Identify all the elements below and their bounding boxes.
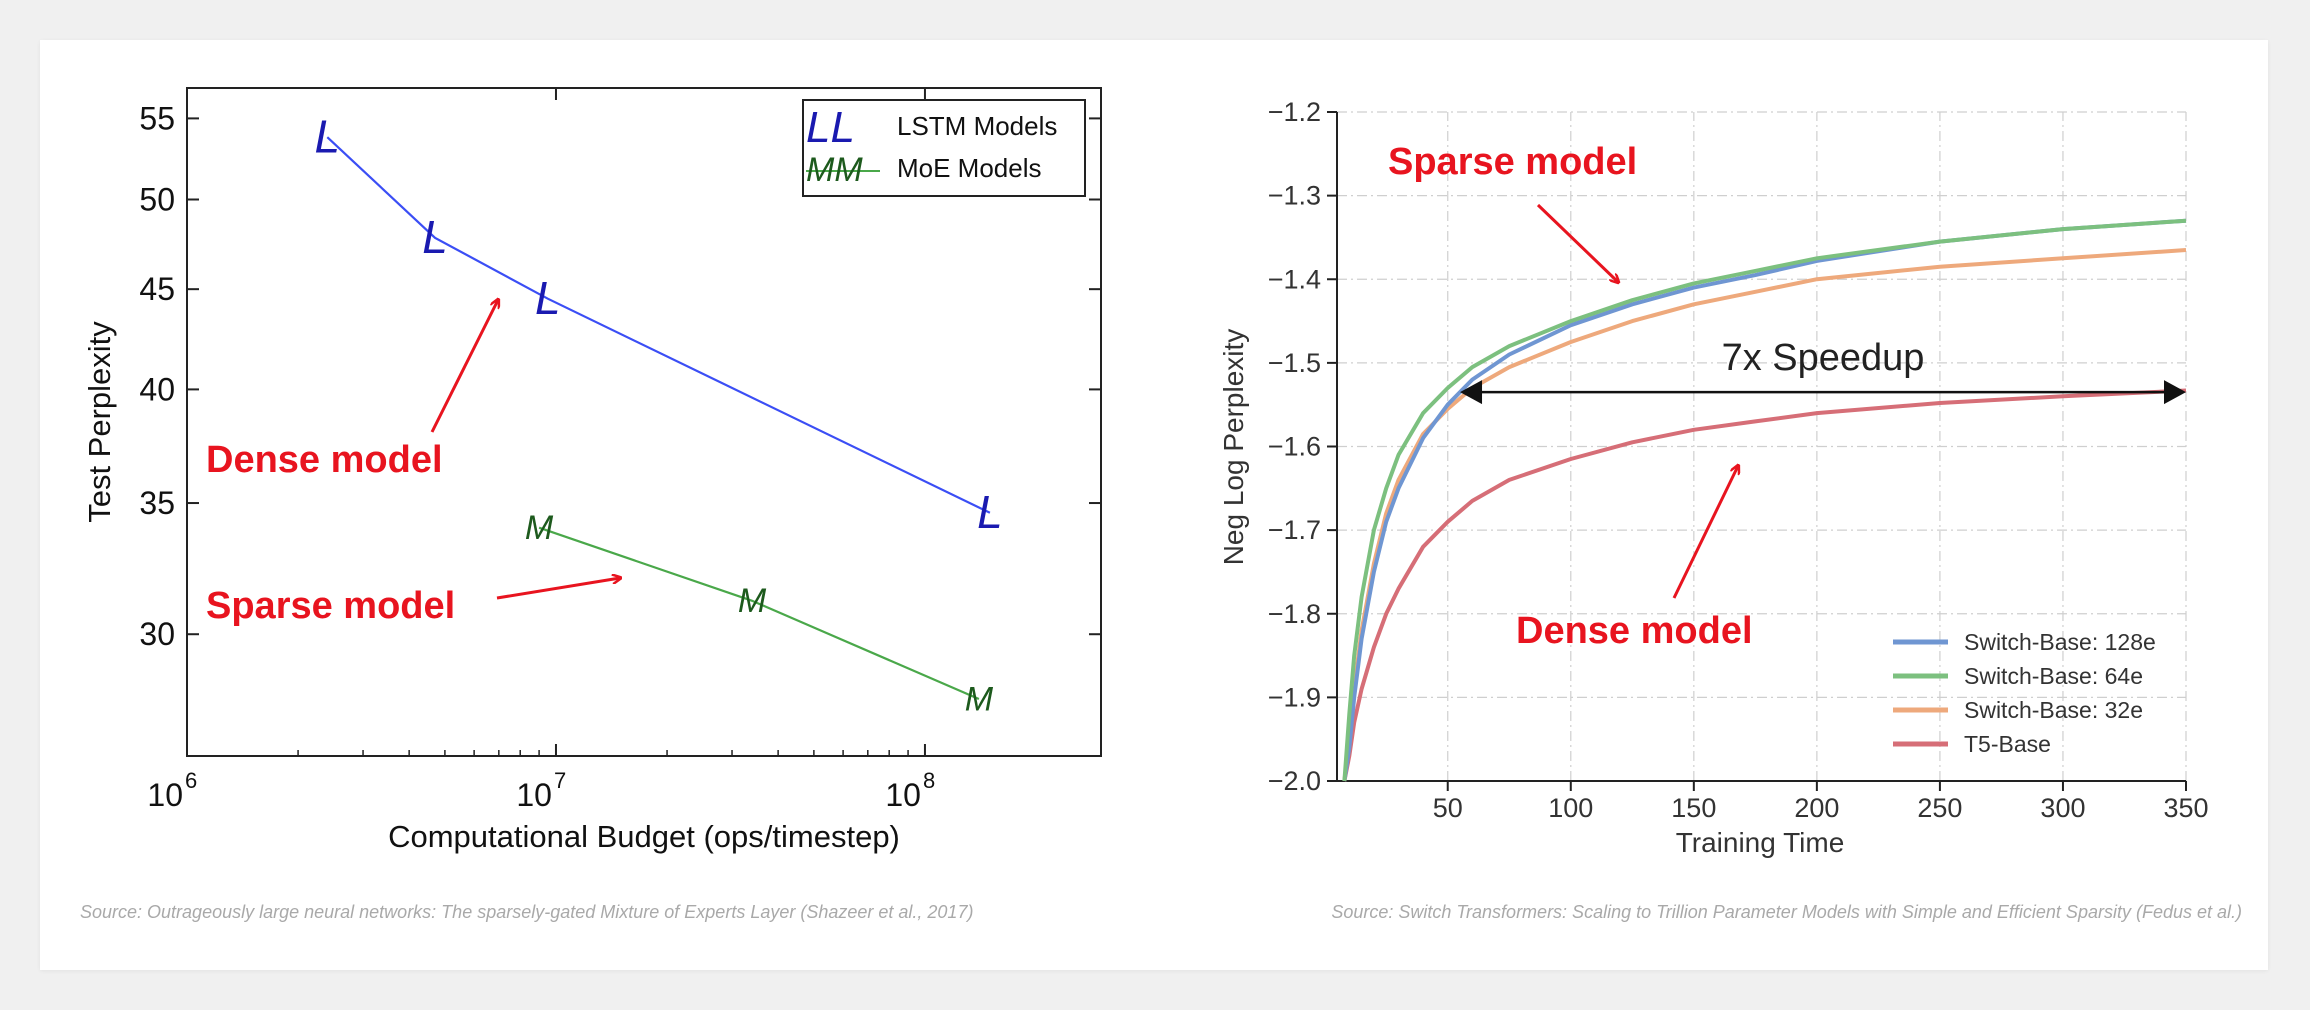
right-x-tick-label: 200	[1794, 793, 1839, 823]
right-y-tick-label: −1.7	[1268, 515, 1321, 545]
left-data-point-m: M	[738, 582, 767, 620]
left-y-axis-label: Test Perplexity	[82, 321, 117, 523]
left-x-tick-label-base: 10	[885, 777, 921, 813]
right-x-tick-label: 150	[1671, 793, 1716, 823]
speedup-arrowhead-left	[1460, 380, 1483, 405]
left-legend-box	[802, 99, 1086, 197]
left-dense-arrow	[430, 300, 498, 433]
right-dense-arrow	[1672, 466, 1738, 599]
right-x-tick-label: 250	[1917, 793, 1962, 823]
left-series-line-1	[538, 526, 980, 701]
right-y-tick-label: −1.3	[1268, 181, 1321, 211]
left-x-tick-label-exponent: 6	[185, 768, 197, 793]
left-data-point-l: L	[977, 486, 1003, 538]
right-sparse-annotation: Sparse model	[1388, 141, 1637, 183]
right-y-tick-label: −1.5	[1268, 348, 1321, 378]
right-x-tick-label: 100	[1548, 793, 1593, 823]
left-x-axis: 10 6 10 7 10 8	[147, 88, 935, 813]
right-x-tick-label: 350	[2163, 793, 2208, 823]
left-plot-frame	[186, 87, 1102, 757]
left-sparse-arrow	[496, 578, 620, 600]
left-y-tick-label: 55	[139, 100, 175, 136]
right-x-tick-label: 300	[2040, 793, 2085, 823]
switch-transformer-chart: −1.2 −1.3 −1.4 −1.5 −1.6 −1.7 −1.8 −1.9 −2.0 50 1…	[1218, 97, 2242, 922]
left-x-axis-label: Computational Budget (ops/timestep)	[388, 819, 900, 854]
right-dense-annotation: Dense model	[1516, 610, 1753, 652]
left-data-point-m: M	[965, 680, 994, 718]
left-series-line-0	[326, 136, 991, 514]
left-legend: LL LSTM Models MM MoE Models	[802, 99, 1086, 197]
right-legend-label-3: T5-Base	[1964, 731, 2051, 757]
left-x-tick-label-base: 10	[147, 777, 183, 813]
left-sparse-annotation: Sparse model	[206, 585, 455, 627]
right-legend-label-1: Switch-Base: 64e	[1964, 663, 2143, 689]
left-dense-annotation: Dense model	[206, 439, 443, 481]
right-y-tick-label: −1.2	[1268, 97, 1321, 127]
left-y-tick-label: 50	[139, 182, 175, 218]
left-y-axis: 30 35 40 45 50 55	[139, 100, 1101, 652]
right-y-tick-label: −1.9	[1268, 682, 1321, 712]
left-x-tick-label-base: 10	[516, 777, 552, 813]
legend-lstm-marker: LL	[806, 103, 855, 152]
left-y-tick-label: 30	[139, 616, 175, 652]
right-series-line-0	[1342, 218, 2187, 782]
left-data-point-l: L	[314, 110, 340, 162]
left-x-tick-label-exponent: 8	[923, 768, 935, 793]
legend-moe-marker: MM	[806, 151, 863, 189]
left-data-point-l: L	[422, 211, 448, 263]
right-y-axis-label: Neg Log Perplexity	[1218, 329, 1249, 566]
speedup-indicator: 7x Speedup	[1460, 337, 2186, 405]
right-legend-label-2: Switch-Base: 32e	[1964, 697, 2143, 723]
right-y-tick-label: −2.0	[1268, 766, 1321, 796]
speedup-arrowhead-right	[2164, 380, 2186, 405]
left-data-point-l: L	[535, 272, 561, 324]
left-y-tick-label: 45	[139, 271, 175, 307]
right-x-axis: 50 100 150 200 250 300 350	[1433, 781, 2209, 823]
right-sparse-arrow	[1536, 203, 1618, 282]
right-legend-label-0: Switch-Base: 128e	[1964, 629, 2156, 655]
right-y-axis: −1.2 −1.3 −1.4 −1.5 −1.6 −1.7 −1.8 −1.9 −2.0	[1268, 97, 1337, 796]
right-series-line-3	[1342, 388, 2187, 782]
right-y-tick-label: −1.6	[1268, 432, 1321, 462]
right-series-line-1	[1342, 218, 2187, 782]
right-x-axis-label: Training Time	[1676, 827, 1845, 858]
right-x-tick-label: 50	[1433, 793, 1463, 823]
right-y-tick-label: −1.4	[1268, 264, 1321, 294]
right-legend: Switch-Base: 128e Switch-Base: 64e Switch-…	[1893, 629, 2156, 757]
left-y-tick-label: 40	[139, 371, 175, 407]
legend-moe-label: MoE Models	[897, 153, 1042, 183]
right-source-caption: Source: Switch Transformers: Scaling to …	[1331, 902, 2242, 922]
speedup-label: 7x Speedup	[1722, 337, 1925, 379]
left-source-caption: Source: Outrageously large neural networ…	[80, 902, 973, 922]
left-y-tick-label: 35	[139, 485, 175, 521]
left-data-point-m: M	[525, 509, 554, 547]
right-y-tick-label: −1.8	[1268, 599, 1321, 629]
left-x-tick-label-exponent: 7	[554, 768, 566, 793]
legend-lstm-label: LSTM Models	[897, 111, 1057, 141]
